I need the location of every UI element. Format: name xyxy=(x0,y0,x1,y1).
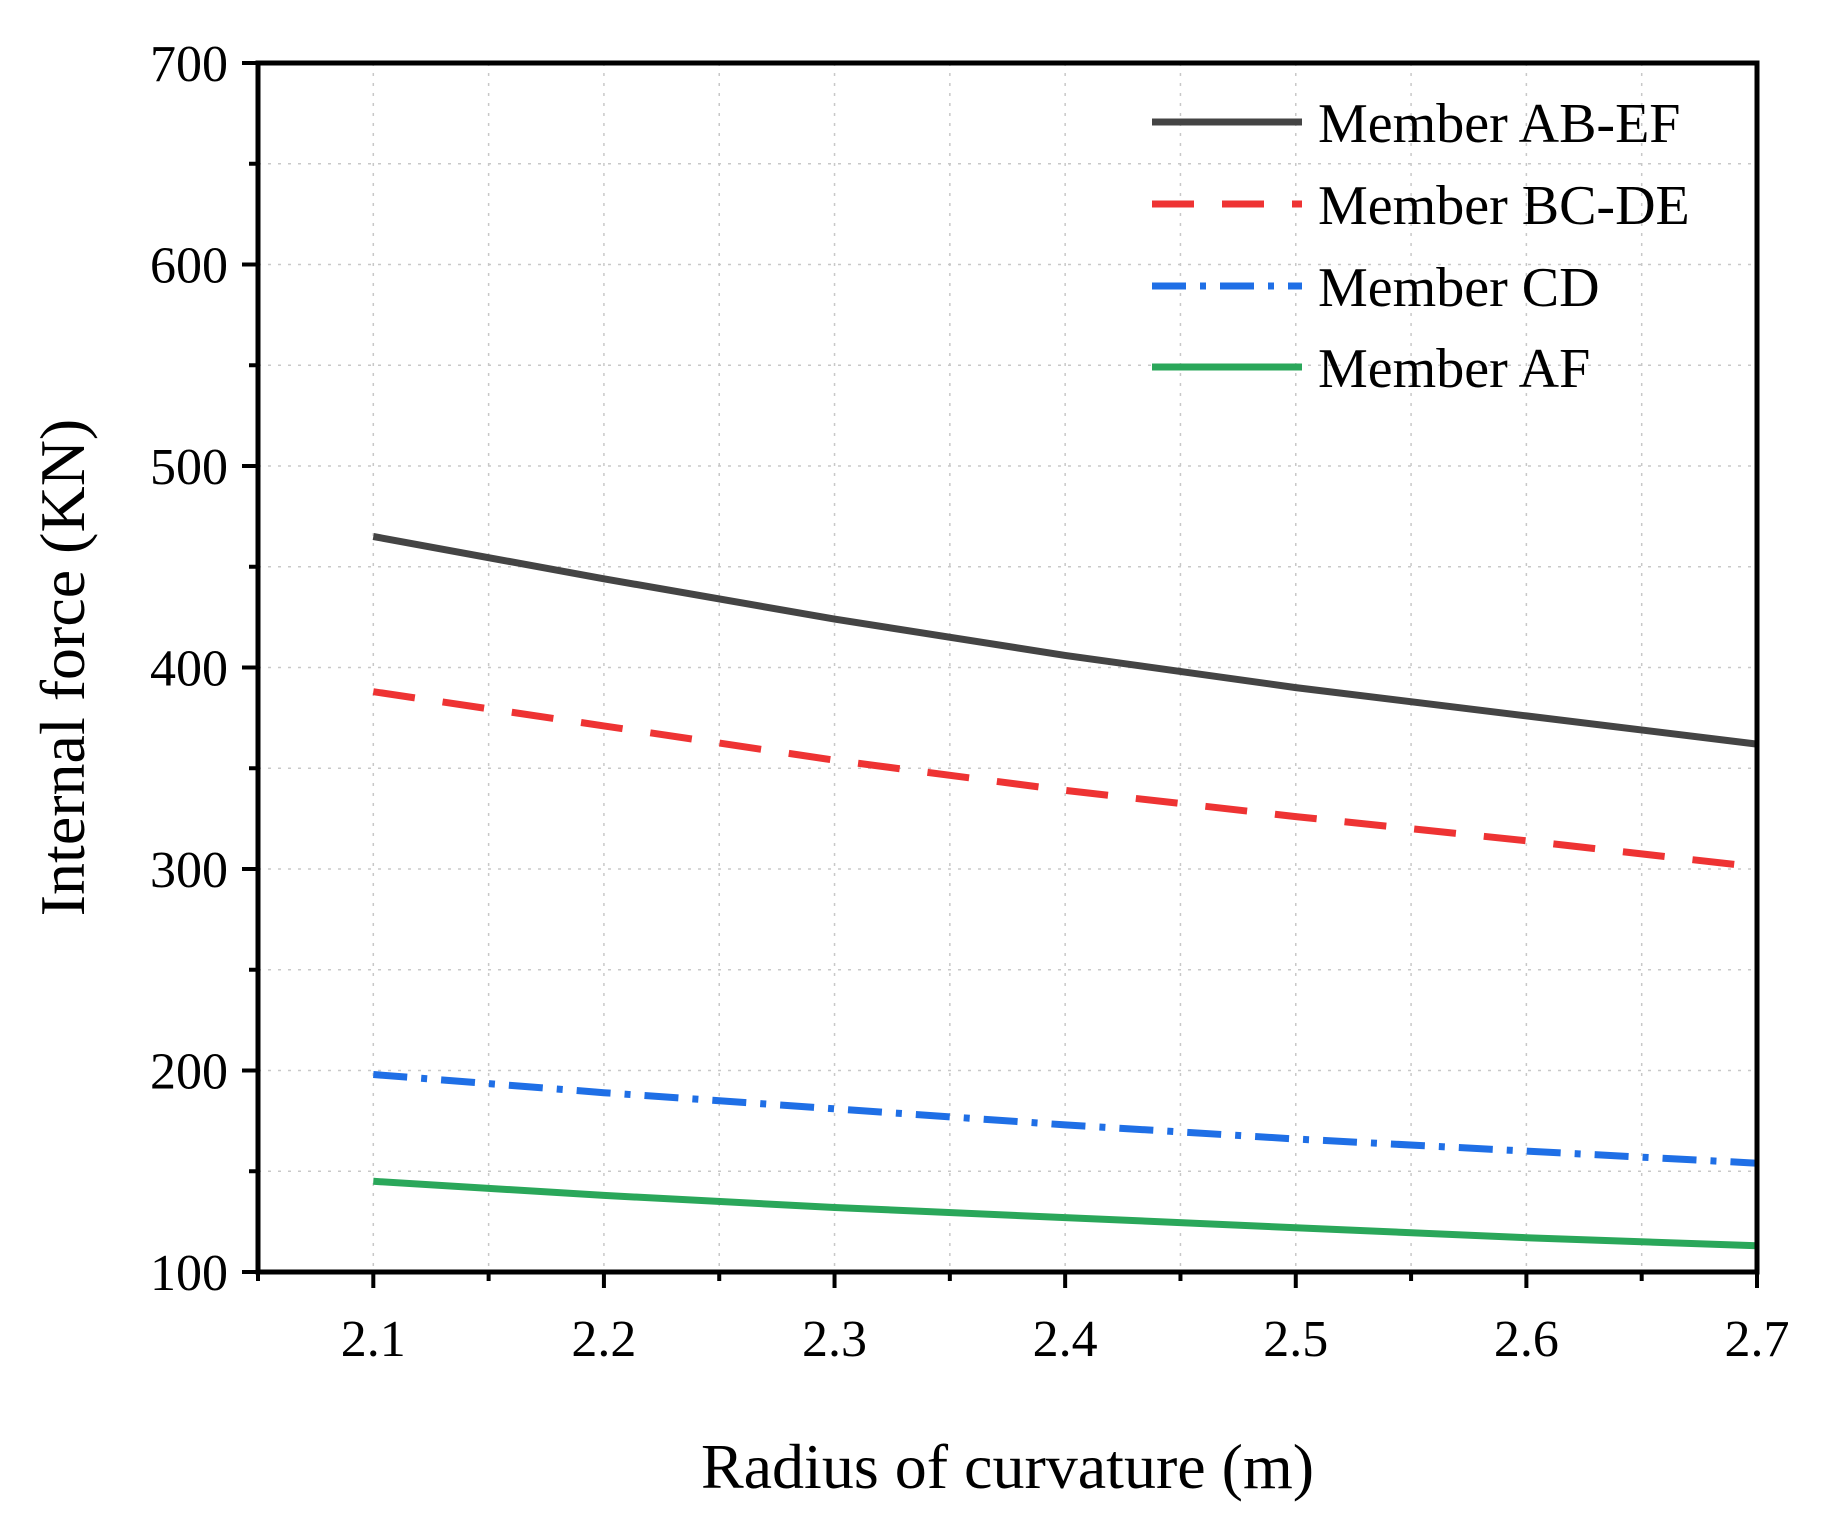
y-tick-labels: 100 200 300 400 500 600 700 xyxy=(150,36,228,1302)
major-ticks xyxy=(242,61,1759,1288)
legend-label: Member CD xyxy=(1318,257,1600,319)
y-tick-label: 300 xyxy=(150,842,228,899)
grid xyxy=(258,63,1757,1272)
y-tick-label: 600 xyxy=(150,238,228,295)
x-tick-label: 2.3 xyxy=(802,1311,867,1368)
x-tick-labels: 2.1 2.2 2.3 2.4 2.5 2.6 2.7 xyxy=(341,1311,1790,1368)
y-tick-label: 700 xyxy=(150,36,228,93)
y-tick-label: 400 xyxy=(150,641,228,698)
series-line-member-af xyxy=(373,1177,1758,1250)
x-tick-label: 2.5 xyxy=(1263,1311,1328,1368)
series-line-member-cd xyxy=(373,1071,1758,1167)
legend: Member AB-EF Member BC-DE Member CD Member … xyxy=(1152,93,1690,400)
legend-label: Member BC-DE xyxy=(1318,175,1690,237)
series-line-member-ab-ef xyxy=(372,533,1758,748)
y-tick-label: 200 xyxy=(150,1044,228,1101)
y-tick-label: 100 xyxy=(150,1245,228,1302)
x-axis-title: Radius of curvature (m) xyxy=(701,1431,1314,1502)
y-axis-title: Internal force (KN) xyxy=(27,419,98,917)
legend-label: Member AF xyxy=(1318,338,1590,400)
x-tick-label: 2.1 xyxy=(341,1311,406,1368)
series-lines xyxy=(372,533,1758,1250)
x-tick-label: 2.6 xyxy=(1494,1311,1559,1368)
legend-label: Member AB-EF xyxy=(1318,93,1680,155)
plot-frame xyxy=(255,60,1760,1275)
y-tick-label: 500 xyxy=(150,439,228,496)
series-line-member-bc-de xyxy=(372,688,1758,871)
x-tick-label: 2.2 xyxy=(571,1311,636,1368)
x-tick-label: 2.7 xyxy=(1725,1311,1790,1368)
x-tick-label: 2.4 xyxy=(1033,1311,1098,1368)
